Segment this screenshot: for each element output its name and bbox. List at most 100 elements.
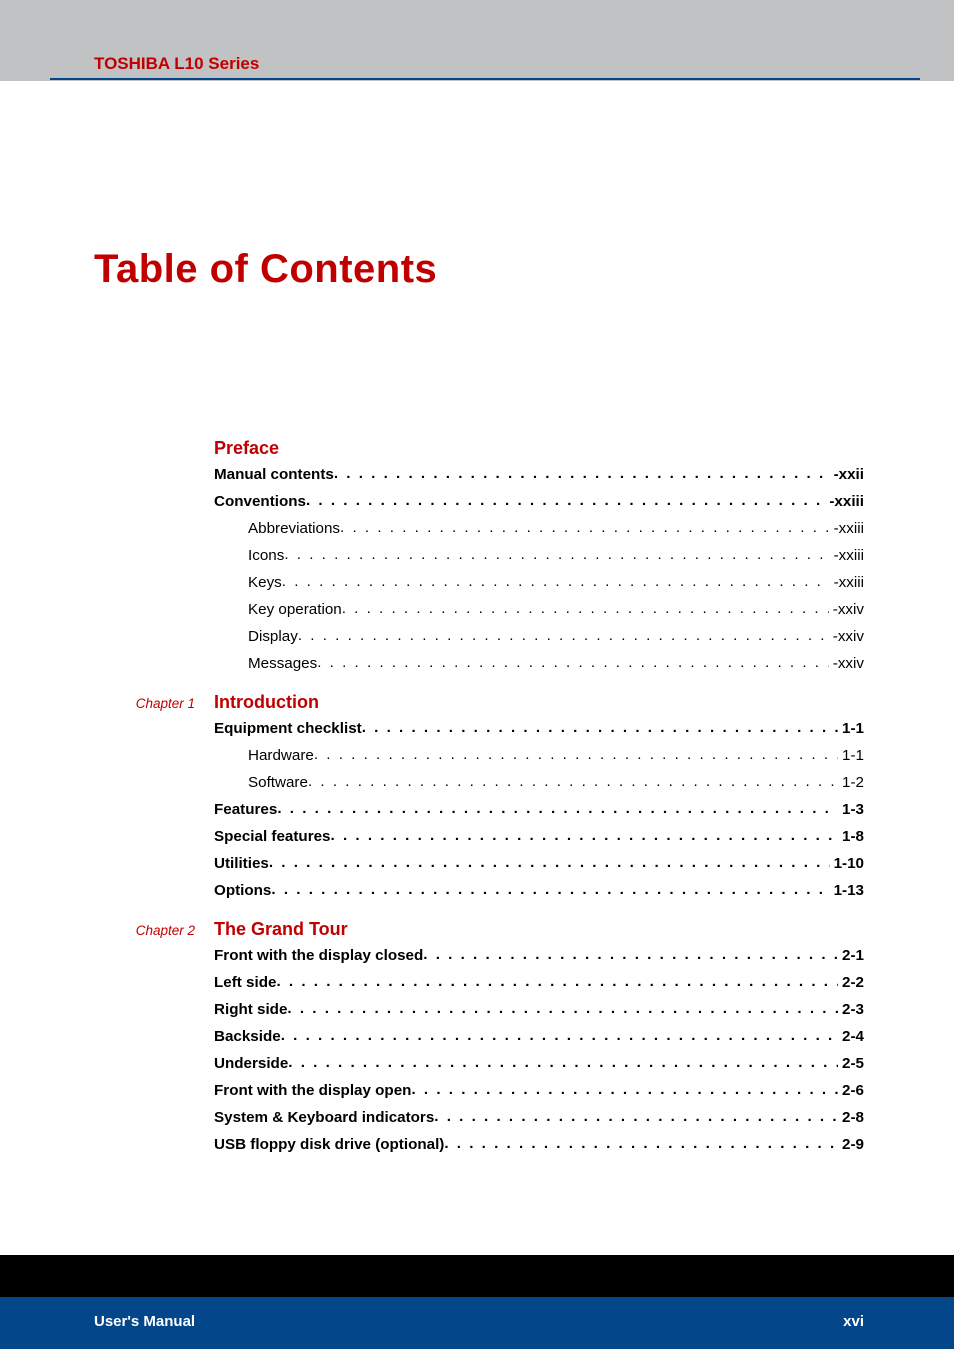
toc-leader-dots xyxy=(340,519,830,536)
toc-entry-label: Underside xyxy=(214,1055,288,1072)
toc-entry-page: -xxiii xyxy=(825,493,864,510)
header-rule xyxy=(50,78,920,80)
toc-leader-dots xyxy=(277,800,838,817)
toc-leader-dots xyxy=(334,465,830,482)
toc-entry-page: 2-3 xyxy=(838,1001,864,1018)
section-title[interactable]: Introduction xyxy=(214,692,319,713)
toc-leader-dots xyxy=(308,773,838,790)
header-series-title: TOSHIBA L10 Series xyxy=(94,54,259,74)
toc-leader-dots xyxy=(284,546,829,563)
toc-entry[interactable]: Display -xxiv xyxy=(214,628,864,655)
toc-leader-dots xyxy=(306,492,825,509)
toc-section: Chapter 1 Introduction Equipment checklist… xyxy=(0,692,954,909)
toc-entry-page: 1-1 xyxy=(838,720,864,737)
toc-entry[interactable]: Manual contents -xxii xyxy=(214,466,864,493)
toc-entry-page: -xxiv xyxy=(829,601,864,618)
toc-entry[interactable]: Features 1-3 xyxy=(214,801,864,828)
toc-entry[interactable]: USB floppy disk drive (optional) 2-9 xyxy=(214,1136,864,1163)
toc-leader-dots xyxy=(298,627,829,644)
toc-entry[interactable]: Options 1-13 xyxy=(214,882,864,909)
toc-leader-dots xyxy=(423,946,838,963)
toc-entry-label: Key operation xyxy=(248,601,342,618)
toc-entry-page: -xxiv xyxy=(829,628,864,645)
toc-entry-label: Backside xyxy=(214,1028,281,1045)
toc-leader-dots xyxy=(314,746,838,763)
toc-leader-dots xyxy=(331,827,839,844)
toc-entry[interactable]: Abbreviations -xxiii xyxy=(214,520,864,547)
document-page: TOSHIBA L10 Series Table of Contents Pre… xyxy=(0,0,954,1349)
toc-entry[interactable]: Equipment checklist1-1 xyxy=(214,720,864,747)
toc-leader-dots xyxy=(411,1081,838,1098)
toc-entry-page: -xxiii xyxy=(830,520,864,537)
toc-entry[interactable]: System & Keyboard indicators 2-8 xyxy=(214,1109,864,1136)
toc-entry-page: 2-4 xyxy=(838,1028,864,1045)
chapter-label: Chapter 2 xyxy=(115,923,195,938)
toc-entry-page: -xxiv xyxy=(829,655,864,672)
toc-entry-label: Utilities xyxy=(214,855,269,872)
footer-black-bar xyxy=(0,1255,954,1297)
toc-leader-dots xyxy=(288,1054,838,1071)
toc-entry[interactable]: Front with the display closed 2-1 xyxy=(214,947,864,974)
toc-entry-page: 2-5 xyxy=(838,1055,864,1072)
toc-leader-dots xyxy=(271,881,829,898)
toc-entry-page: 1-2 xyxy=(838,774,864,791)
toc-entry-page: 1-3 xyxy=(838,801,864,818)
toc-entry-label: Left side xyxy=(214,974,276,991)
toc-entry-label: Features xyxy=(214,801,277,818)
section-title[interactable]: The Grand Tour xyxy=(214,919,348,940)
toc-entry-page: 2-9 xyxy=(838,1136,864,1153)
toc-entry[interactable]: Left side2-2 xyxy=(214,974,864,1001)
toc-entry-page: 1-13 xyxy=(830,882,864,899)
toc-entry-label: Icons xyxy=(248,547,284,564)
toc-leader-dots xyxy=(269,854,830,871)
toc-entry-label: Manual contents xyxy=(214,466,334,483)
toc-leader-dots xyxy=(287,1000,838,1017)
footer-blue-bar: User's Manual xvi xyxy=(0,1297,954,1349)
toc-section: Chapter 2 The Grand Tour Front with the di… xyxy=(0,919,954,1163)
toc-entry-page: 2-1 xyxy=(838,947,864,964)
toc-entry-page: 1-10 xyxy=(830,855,864,872)
toc-leader-dots xyxy=(282,573,830,590)
toc-entry[interactable]: Keys -xxiii xyxy=(214,574,864,601)
toc-leader-dots xyxy=(317,654,829,671)
toc-leader-dots xyxy=(276,973,838,990)
toc-entry-page: 2-8 xyxy=(838,1109,864,1126)
toc-entry[interactable]: Key operation -xxiv xyxy=(214,601,864,628)
toc-entry-label: Software xyxy=(248,774,308,791)
toc-leader-dots xyxy=(342,600,829,617)
toc-entry[interactable]: Front with the display open2-6 xyxy=(214,1082,864,1109)
toc-entry-label: Abbreviations xyxy=(248,520,340,537)
toc-entry[interactable]: Software 1-2 xyxy=(214,774,864,801)
toc-entry-label: Front with the display open xyxy=(214,1082,411,1099)
toc-entry-label: Right side xyxy=(214,1001,287,1018)
toc-entry-label: System & Keyboard indicators xyxy=(214,1109,434,1126)
toc-section-header: Preface xyxy=(0,438,954,466)
toc-entry-label: Hardware xyxy=(248,747,314,764)
toc-entry-page: -xxiii xyxy=(830,574,864,591)
toc-entry[interactable]: Conventions -xxiii xyxy=(214,493,864,520)
toc-entry-label: Front with the display closed xyxy=(214,947,423,964)
toc-entry[interactable]: Utilities 1-10 xyxy=(214,855,864,882)
chapter-label: Chapter 1 xyxy=(115,696,195,711)
toc-entry-label: Options xyxy=(214,882,271,899)
toc-entry[interactable]: Special features1-8 xyxy=(214,828,864,855)
toc-entry-label: Special features xyxy=(214,828,331,845)
toc-leader-dots xyxy=(444,1135,838,1152)
toc-entry-page: -xxii xyxy=(830,466,864,483)
section-title[interactable]: Preface xyxy=(214,438,279,459)
toc-section-header: Chapter 2 The Grand Tour xyxy=(0,919,954,947)
toc-entry-label: Messages xyxy=(248,655,317,672)
toc-leader-dots xyxy=(362,719,838,736)
toc-entry-label: Keys xyxy=(248,574,282,591)
toc-entry[interactable]: Icons-xxiii xyxy=(214,547,864,574)
toc-entry[interactable]: Messages -xxiv xyxy=(214,655,864,682)
toc-entry[interactable]: Hardware1-1 xyxy=(214,747,864,774)
page-title: Table of Contents xyxy=(94,247,437,292)
toc-section: Preface Manual contents -xxii Conventions -x… xyxy=(0,438,954,682)
toc-entry[interactable]: Underside 2-5 xyxy=(214,1055,864,1082)
toc-entry[interactable]: Backside 2-4 xyxy=(214,1028,864,1055)
toc-entry-label: Display xyxy=(248,628,298,645)
toc-entry-label: USB floppy disk drive (optional) xyxy=(214,1136,444,1153)
toc-entry-label: Conventions xyxy=(214,493,306,510)
toc-entry[interactable]: Right side 2-3 xyxy=(214,1001,864,1028)
